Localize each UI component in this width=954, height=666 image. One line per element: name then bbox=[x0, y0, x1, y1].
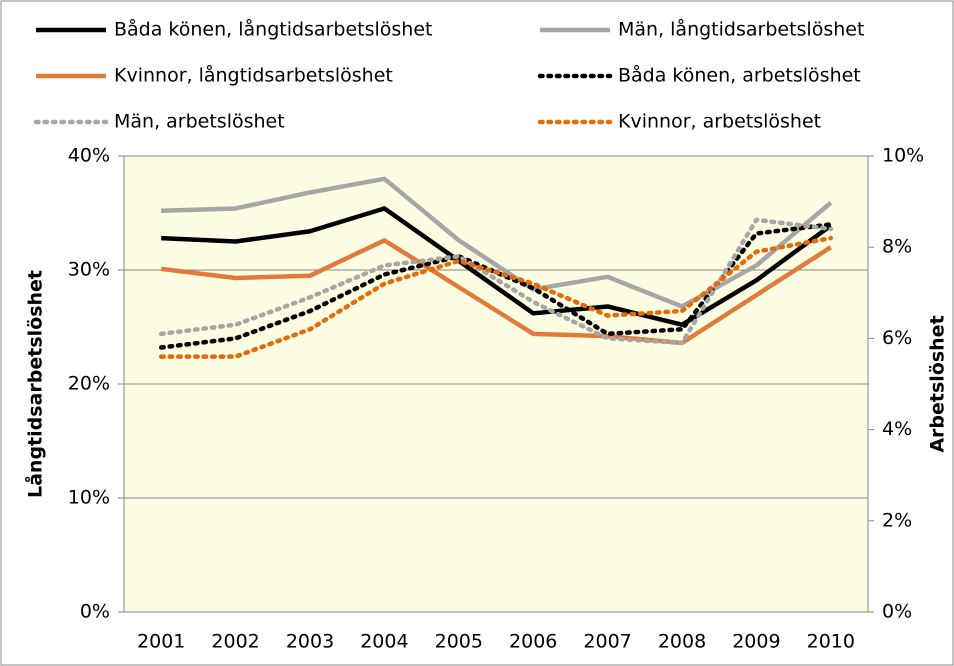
y2-tick-label: 8% bbox=[882, 236, 912, 258]
x-tick-label: 2006 bbox=[509, 631, 557, 653]
legend-label: Män, arbetslöshet bbox=[114, 111, 285, 133]
legend-label: Män, långtidsarbetslöshet bbox=[618, 18, 864, 41]
x-tick-label: 2003 bbox=[286, 631, 334, 653]
y-tick-label: 40% bbox=[68, 145, 110, 167]
x-tick-label: 2001 bbox=[137, 631, 185, 653]
x-tick-label: 2008 bbox=[658, 631, 706, 653]
legend-label: Kvinnor, långtidsarbetslöshet bbox=[114, 64, 393, 87]
x-tick-label: 2002 bbox=[211, 631, 259, 653]
x-tick-label: 2010 bbox=[807, 631, 855, 653]
y-tick-label: 20% bbox=[68, 373, 110, 395]
y-tick-label: 10% bbox=[68, 487, 110, 509]
series-line bbox=[161, 176, 833, 309]
y2-tick-label: 10% bbox=[882, 145, 924, 167]
x-tick-label: 2004 bbox=[360, 631, 408, 653]
legend-label: Båda könen, långtidsarbetslöshet bbox=[114, 18, 432, 41]
y-tick-label: 30% bbox=[68, 259, 110, 281]
y2-tick-label: 2% bbox=[882, 509, 912, 531]
series-line bbox=[160, 238, 833, 346]
series-line bbox=[158, 235, 834, 359]
y-axis-title: Långtidsarbetslöshet bbox=[23, 270, 47, 498]
x-tick-label: 2007 bbox=[583, 631, 631, 653]
series-line bbox=[161, 206, 833, 327]
x-tick-label: 2005 bbox=[435, 631, 483, 653]
y2-tick-label: 6% bbox=[882, 327, 912, 349]
series-line bbox=[158, 217, 834, 346]
y2-tick-label: 4% bbox=[882, 418, 912, 440]
series-line bbox=[158, 222, 834, 350]
legend-label: Båda könen, arbetslöshet bbox=[618, 64, 861, 87]
y2-axis-title: Arbetslöshet bbox=[927, 315, 949, 452]
legend-label: Kvinnor, arbetslöshet bbox=[618, 111, 821, 133]
x-tick-label: 2009 bbox=[732, 631, 780, 653]
y2-tick-label: 0% bbox=[882, 601, 912, 623]
y-tick-label: 0% bbox=[80, 601, 110, 623]
